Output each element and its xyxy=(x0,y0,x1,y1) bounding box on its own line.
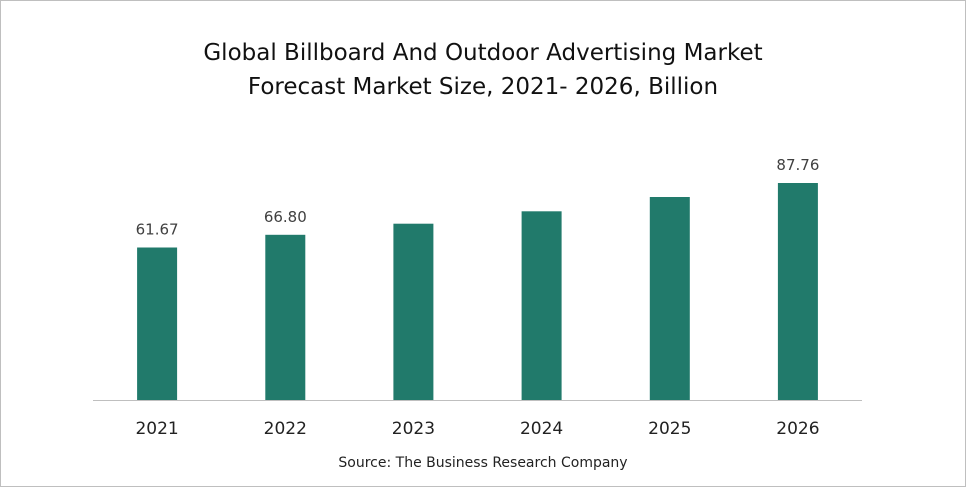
bar-2023 xyxy=(393,223,434,400)
chart-title: Global Billboard And Outdoor Advertising… xyxy=(0,36,966,104)
source-note: Source: The Business Research Company xyxy=(338,455,628,471)
data-label-2021: 61.67 xyxy=(136,221,179,239)
data-label-2022: 66.80 xyxy=(264,208,307,226)
bar-2021 xyxy=(137,247,178,400)
chart-title-line-1: Global Billboard And Outdoor Advertising… xyxy=(203,40,763,66)
data-labels: 61.67 66.80 87.76 xyxy=(136,156,820,239)
bar-2024 xyxy=(521,211,562,400)
bar-2022 xyxy=(265,234,306,400)
x-tick-labels: 2021 2022 2023 2024 2025 2026 xyxy=(135,419,819,439)
x-tick-label-2022: 2022 xyxy=(264,419,307,439)
bar-2025 xyxy=(649,197,690,400)
x-tick-label-2024: 2024 xyxy=(520,419,563,439)
bars-group xyxy=(137,183,818,400)
data-label-2026: 87.76 xyxy=(776,156,819,174)
chart-title-line-2: Forecast Market Size, 2021- 2026, Billio… xyxy=(247,74,719,100)
x-tick-label-2021: 2021 xyxy=(135,419,178,439)
x-tick-label-2025: 2025 xyxy=(648,419,691,439)
x-tick-label-2026: 2026 xyxy=(776,419,819,439)
bar-2026 xyxy=(777,183,818,400)
x-tick-label-2023: 2023 xyxy=(392,419,435,439)
